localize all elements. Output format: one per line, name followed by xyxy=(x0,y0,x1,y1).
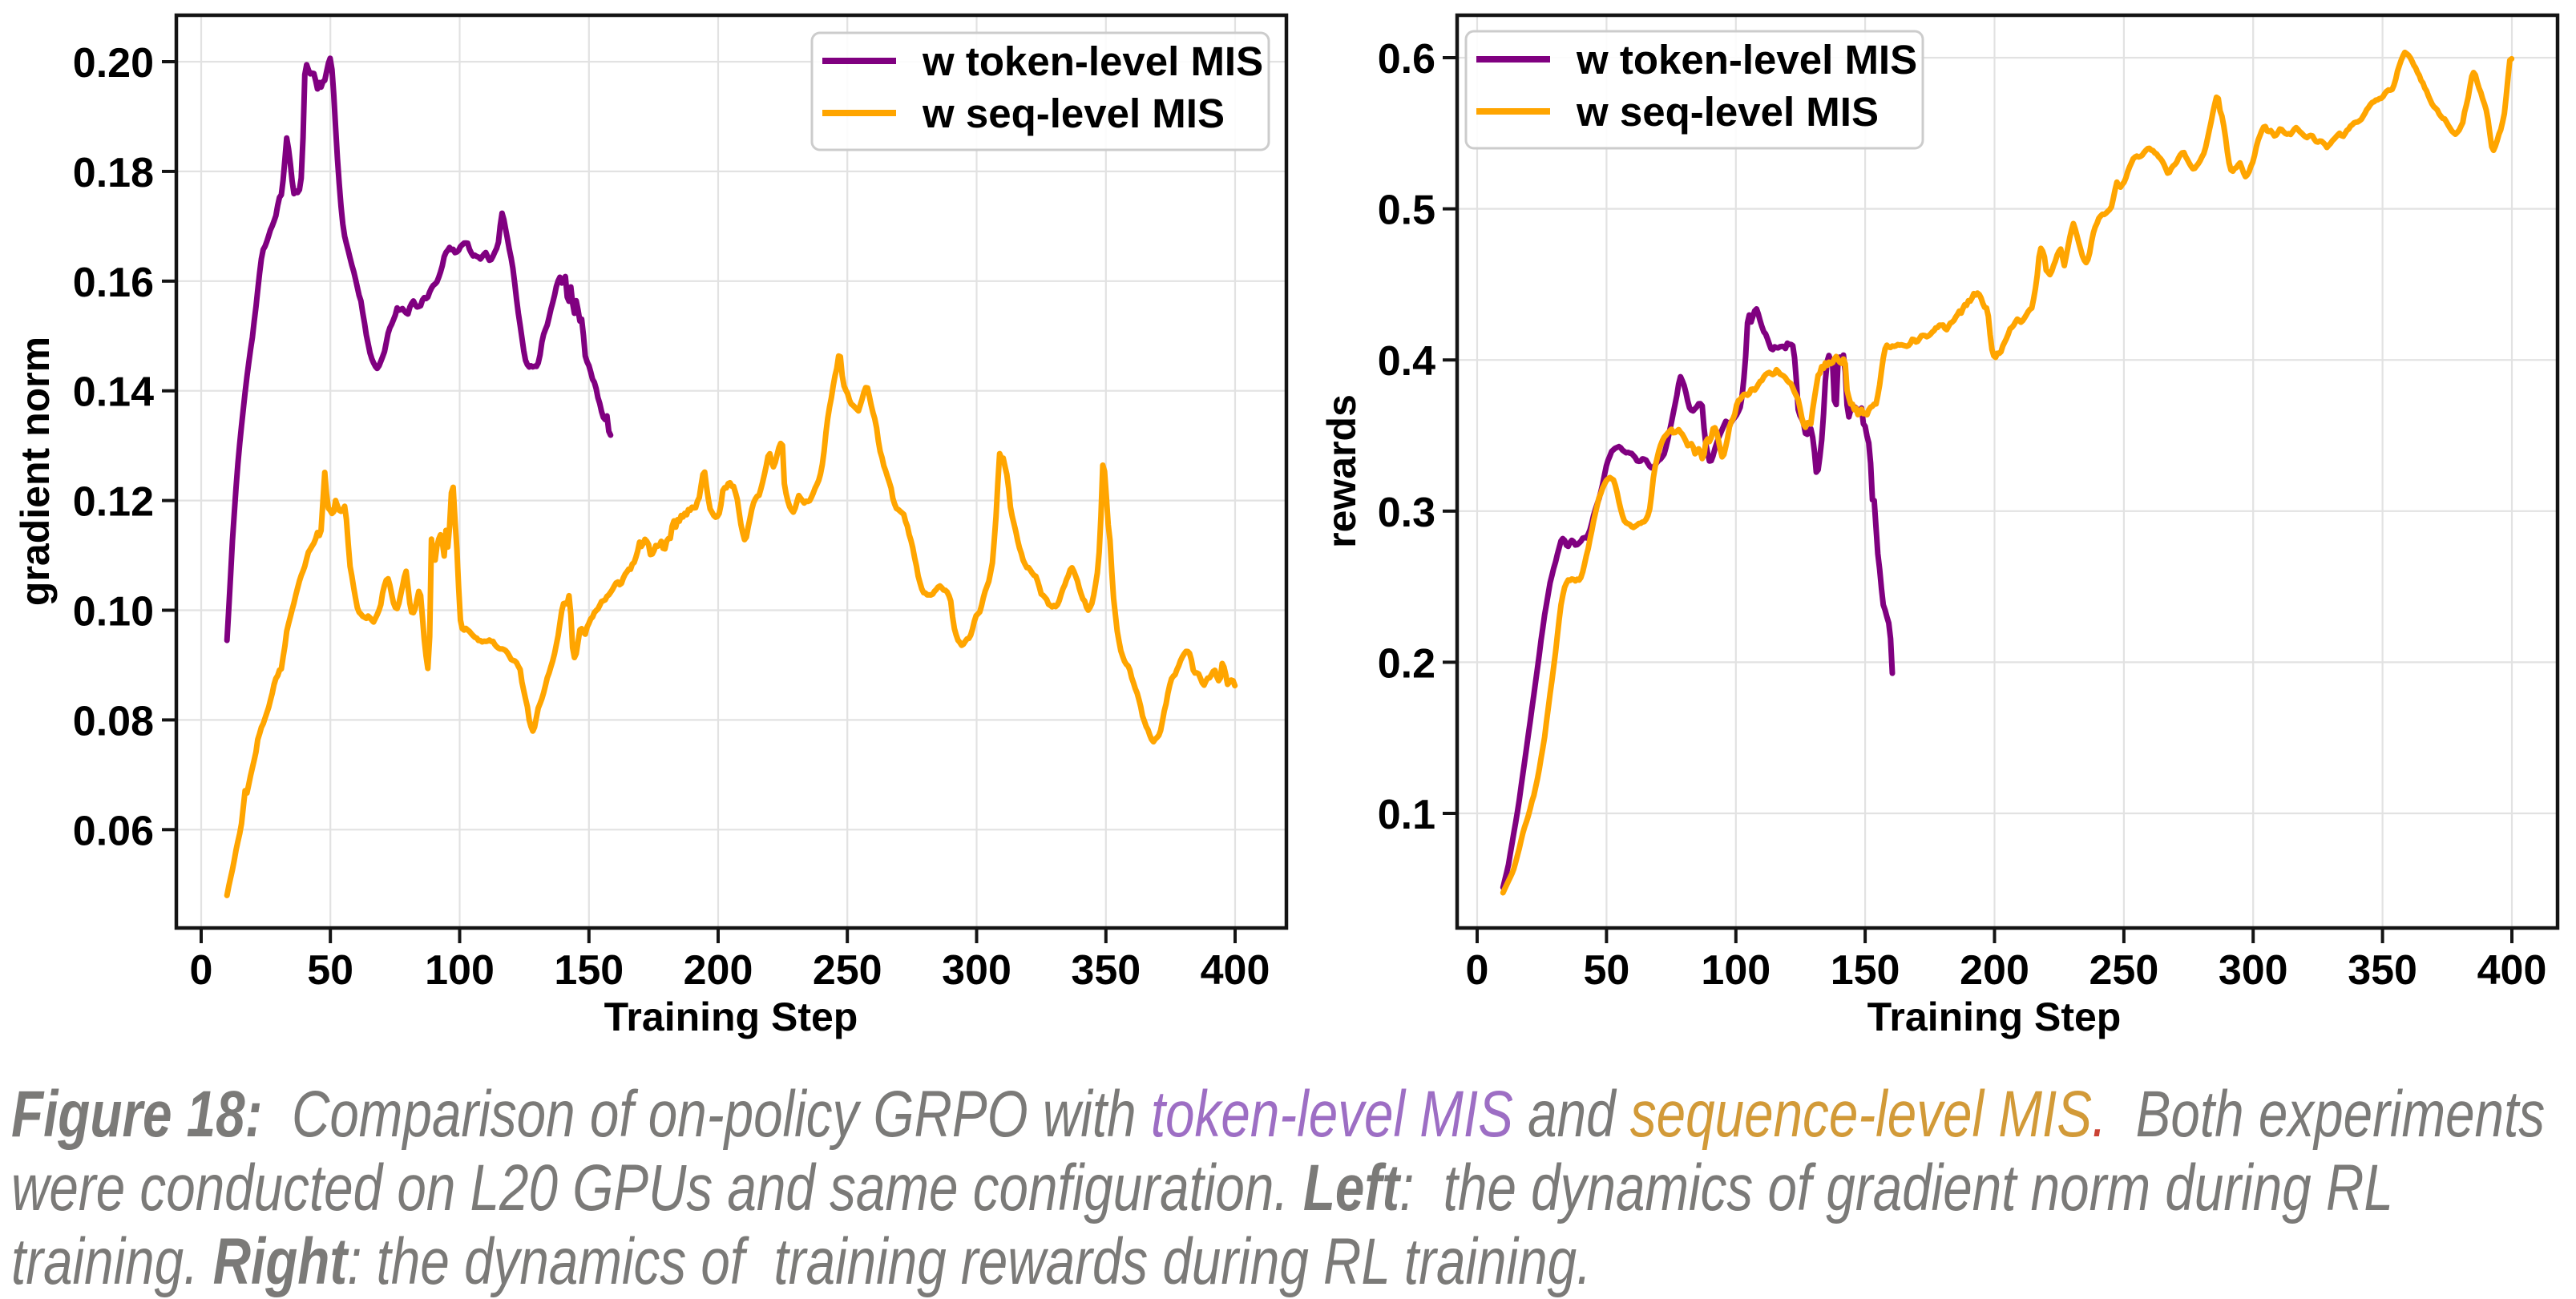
svg-text:350: 350 xyxy=(2348,947,2417,994)
svg-text:w seq-level MIS: w seq-level MIS xyxy=(922,91,1225,136)
svg-text:250: 250 xyxy=(813,947,882,994)
svg-text:0: 0 xyxy=(1466,947,1489,994)
svg-text:0.08: 0.08 xyxy=(73,698,154,744)
svg-text:400: 400 xyxy=(1201,947,1270,994)
svg-text:Training Step: Training Step xyxy=(604,994,858,1039)
svg-text:w token-level MIS: w token-level MIS xyxy=(1576,37,1917,83)
svg-text:200: 200 xyxy=(1960,947,2029,994)
svg-text:0.12: 0.12 xyxy=(73,479,154,526)
svg-text:150: 150 xyxy=(554,947,624,994)
svg-text:0: 0 xyxy=(190,947,213,994)
svg-text:0.18: 0.18 xyxy=(73,150,154,196)
svg-text:350: 350 xyxy=(1071,947,1141,994)
svg-text:0.3: 0.3 xyxy=(1378,490,1435,536)
svg-text:0.10: 0.10 xyxy=(73,589,154,635)
svg-text:300: 300 xyxy=(942,947,1011,994)
svg-text:100: 100 xyxy=(1701,947,1770,994)
svg-text:200: 200 xyxy=(684,947,753,994)
svg-text:0.14: 0.14 xyxy=(73,369,154,416)
svg-text:0.4: 0.4 xyxy=(1378,338,1435,385)
svg-text:0.16: 0.16 xyxy=(73,260,154,306)
svg-text:400: 400 xyxy=(2477,947,2547,994)
svg-text:300: 300 xyxy=(2219,947,2288,994)
svg-text:250: 250 xyxy=(2089,947,2159,994)
svg-text:w token-level MIS: w token-level MIS xyxy=(922,38,1263,84)
svg-text:rewards: rewards xyxy=(1319,394,1364,548)
svg-text:150: 150 xyxy=(1831,947,1900,994)
svg-text:0.1: 0.1 xyxy=(1378,792,1435,838)
svg-text:w seq-level MIS: w seq-level MIS xyxy=(1576,89,1879,135)
svg-text:0.6: 0.6 xyxy=(1378,36,1435,83)
svg-text:50: 50 xyxy=(1583,947,1629,994)
svg-text:gradient norm: gradient norm xyxy=(13,337,58,606)
svg-text:Training Step: Training Step xyxy=(1867,994,2122,1039)
svg-text:0.5: 0.5 xyxy=(1378,188,1435,234)
svg-text:0.2: 0.2 xyxy=(1378,640,1435,687)
svg-text:0.20: 0.20 xyxy=(73,40,154,87)
svg-text:50: 50 xyxy=(307,947,353,994)
svg-text:0.06: 0.06 xyxy=(73,808,154,854)
svg-text:100: 100 xyxy=(425,947,495,994)
